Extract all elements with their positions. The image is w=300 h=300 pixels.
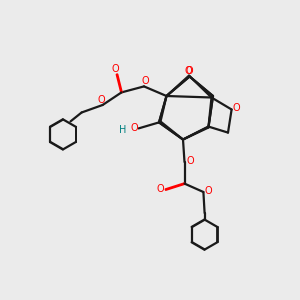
Text: O: O (186, 66, 194, 76)
Text: H: H (118, 124, 126, 135)
Text: O: O (142, 76, 149, 86)
Text: O: O (97, 94, 105, 105)
Text: O: O (156, 184, 164, 194)
Text: O: O (130, 123, 138, 133)
Text: O: O (205, 186, 213, 196)
Text: O: O (112, 64, 119, 74)
Text: O: O (233, 103, 241, 113)
Text: O: O (184, 65, 192, 76)
Text: O: O (186, 156, 194, 166)
